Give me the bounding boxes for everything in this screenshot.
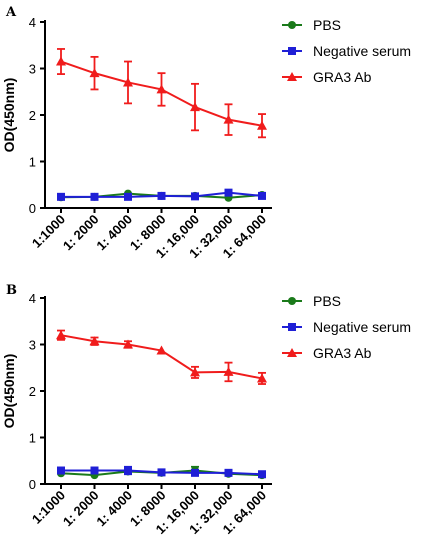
y-tick-label: 4	[29, 15, 36, 30]
y-tick-label: 1	[29, 155, 36, 170]
data-point	[223, 366, 234, 376]
y-tick-label: 0	[29, 477, 36, 492]
y-tick-label: 3	[29, 62, 36, 77]
x-tick-label: 1: 2000	[60, 212, 102, 254]
data-point	[56, 56, 66, 66]
data-point	[123, 339, 133, 349]
data-point	[57, 466, 65, 475]
data-point	[258, 470, 266, 479]
data-point	[90, 466, 99, 475]
data-point	[56, 330, 66, 340]
legend-item: PBS	[282, 17, 341, 33]
legend-item: GRA3 Ab	[282, 345, 372, 361]
data-point	[157, 191, 166, 200]
data-point	[224, 468, 233, 477]
legend-label: PBS	[313, 293, 341, 309]
series-negative-serum	[57, 465, 266, 479]
y-axis-label: OD(450nm)	[1, 78, 17, 153]
data-point	[89, 68, 100, 78]
legend: PBS Negative serum GRA3 Ab	[282, 293, 411, 361]
data-point	[190, 367, 200, 377]
series-gra3-ab	[56, 48, 267, 139]
data-point	[156, 84, 167, 94]
legend-marker	[288, 47, 296, 55]
data-point	[124, 192, 132, 201]
y-tick-label: 3	[29, 338, 36, 353]
data-point	[190, 102, 200, 112]
data-point	[89, 336, 100, 346]
data-point	[156, 345, 167, 355]
legend-marker	[287, 72, 297, 81]
series-negative-serum	[57, 188, 266, 201]
x-tick-label: 1: 4000	[93, 488, 135, 530]
y-tick-label: 4	[29, 291, 36, 306]
legend-label: Negative serum	[313, 43, 411, 59]
legend-label: GRA3 Ab	[313, 69, 372, 85]
y-tick-label: 0	[29, 201, 36, 216]
data-point	[224, 188, 233, 197]
data-point	[90, 192, 99, 201]
legend-item: GRA3 Ab	[282, 69, 372, 85]
y-axis-label: OD(450nm)	[1, 354, 17, 429]
panel-label: A	[5, 5, 17, 20]
legend-item: Negative serum	[282, 319, 411, 335]
legend-label: GRA3 Ab	[313, 345, 372, 361]
legend-item: Negative serum	[282, 43, 411, 59]
data-point	[57, 192, 65, 201]
y-tick-label: 1	[29, 431, 36, 446]
data-point	[257, 120, 267, 130]
data-point	[258, 191, 266, 200]
legend-item: PBS	[282, 293, 341, 309]
data-point	[123, 77, 133, 87]
legend: PBS Negative serum GRA3 Ab	[282, 17, 411, 85]
x-tick-label: 1: 4000	[93, 212, 135, 254]
legend-marker	[287, 348, 297, 357]
y-tick-label: 2	[29, 108, 36, 123]
data-point	[191, 468, 199, 477]
data-point	[223, 114, 234, 124]
data-point	[124, 466, 132, 475]
legend-label: PBS	[313, 17, 341, 33]
x-tick-label: 1: 2000	[60, 488, 102, 530]
legend-marker	[288, 21, 296, 29]
data-point	[257, 373, 267, 383]
series-line	[60, 334, 263, 380]
data-point	[191, 192, 199, 201]
series-gra3-ab	[56, 329, 267, 385]
legend-marker	[288, 297, 296, 305]
y-tick-label: 2	[29, 384, 36, 399]
legend-label: Negative serum	[313, 319, 411, 335]
legend-marker	[288, 323, 296, 331]
panel-label: B	[6, 283, 17, 298]
data-point	[157, 468, 166, 477]
